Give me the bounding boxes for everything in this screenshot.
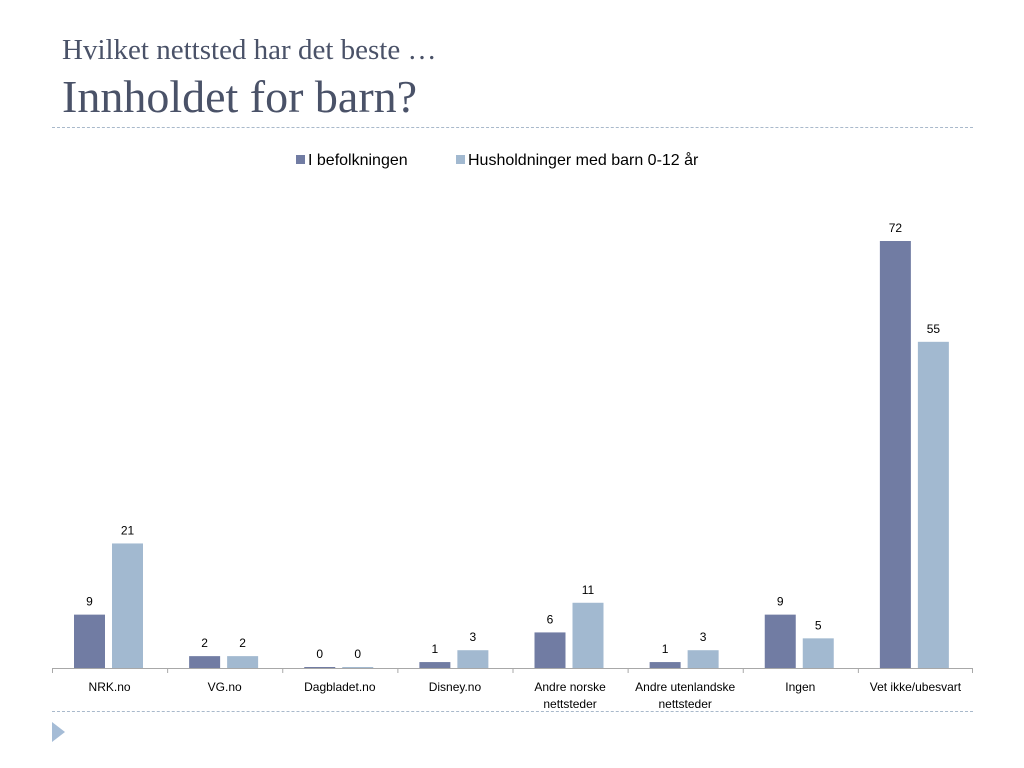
data-label-5-1: 3 [700,630,707,644]
bar-6-0 [764,614,796,668]
category-label-5-0: Andre utenlandske [635,680,735,694]
bar-5-1 [687,650,719,668]
category-label-5-1: nettsteder [659,697,712,711]
category-label-2-0: Dagbladet.no [304,680,376,694]
data-label-0-1: 21 [121,523,135,537]
top-divider [52,127,973,128]
data-label-6-1: 5 [815,618,822,632]
bar-2-1 [342,667,374,668]
legend-label-1: Husholdninger med barn 0-12 år [468,151,699,169]
data-label-1-0: 2 [201,636,208,650]
data-label-1-1: 2 [239,636,246,650]
data-label-4-0: 6 [547,612,554,626]
data-label-0-0: 9 [86,595,93,609]
bar-2-0 [304,667,336,668]
slide-title-line2: Innholdet for barn? [62,71,418,122]
category-label-0-0: NRK.no [89,680,131,694]
legend-swatch-1 [456,155,465,164]
data-label-7-0: 72 [889,221,903,235]
data-label-7-1: 55 [927,322,941,336]
category-label-3-0: Disney.no [429,680,482,694]
bar-4-0 [534,632,566,668]
data-label-3-1: 3 [470,630,477,644]
category-label-7-0: Vet ikke/ubesvart [870,680,962,694]
bar-3-1 [457,650,489,668]
bar-1-0 [189,656,221,668]
data-label-2-1: 0 [354,647,361,661]
bar-0-0 [74,614,105,668]
bar-7-1 [917,341,949,668]
bar-6-1 [802,638,834,668]
legend-label-0: I befolkningen [308,152,408,169]
data-label-6-0: 9 [777,595,784,609]
bottom-divider [52,711,973,712]
data-label-5-0: 1 [662,642,669,656]
legend-swatch-0 [296,155,305,164]
category-label-1-0: VG.no [208,680,242,694]
next-slide-triangle-icon[interactable] [52,722,65,742]
bar-7-0 [879,241,911,668]
data-label-3-0: 1 [432,642,439,656]
category-label-4-1: nettsteder [543,697,596,711]
bar-5-0 [649,662,681,668]
slide-title-line1: Hvilket nettsted har det beste … [62,34,437,66]
category-label-6-0: Ingen [785,680,815,694]
bar-4-1 [572,602,604,668]
data-label-4-1: 11 [582,583,595,597]
bar-1-1 [227,656,259,668]
data-label-2-0: 0 [316,647,323,661]
bar-0-1 [112,543,143,668]
bar-3-0 [419,662,451,668]
category-label-4-0: Andre norske [534,680,606,694]
